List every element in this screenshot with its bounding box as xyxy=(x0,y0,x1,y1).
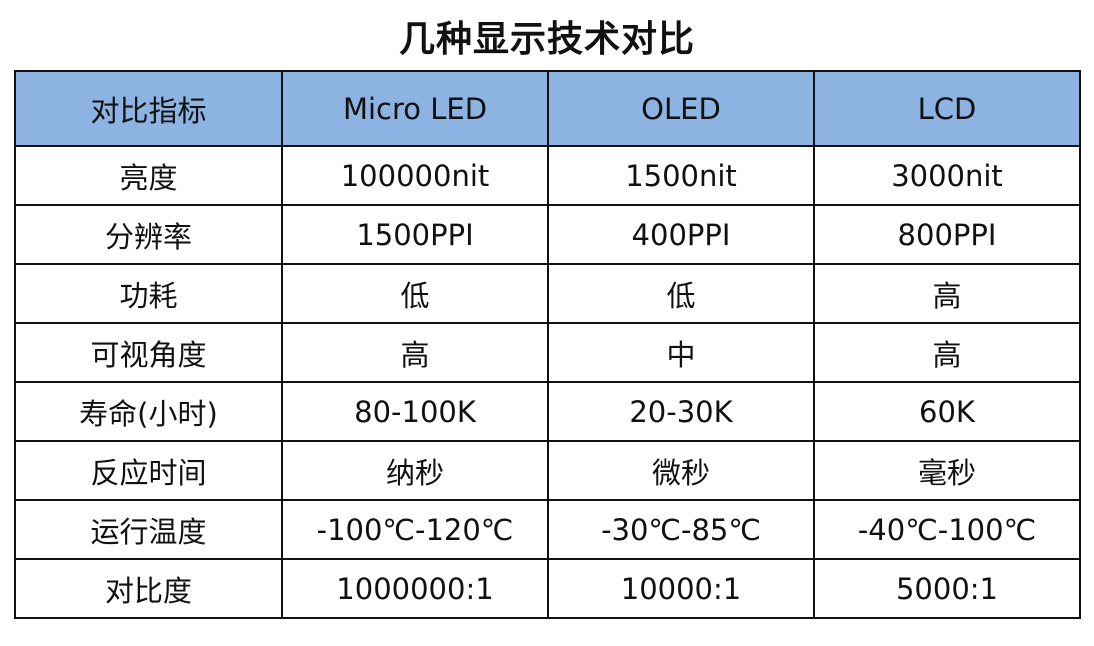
cell-micro-led: 100000nit xyxy=(281,145,549,206)
cell-micro-led: 高 xyxy=(281,322,549,383)
table-row: 可视角度 高 中 高 xyxy=(14,322,1081,383)
cell-micro-led: 纳秒 xyxy=(281,440,549,501)
page-title: 几种显示技术对比 xyxy=(398,19,695,60)
table-header-row: 对比指标 Micro LED OLED LCD xyxy=(14,70,1081,147)
row-label: 亮度 xyxy=(14,145,283,206)
table-row: 寿命(小时) 80-100K 20-30K 60K xyxy=(14,381,1081,442)
row-label: 可视角度 xyxy=(14,322,283,383)
cell-oled: 中 xyxy=(547,322,815,383)
row-label: 对比度 xyxy=(14,558,283,619)
cell-oled: 400PPI xyxy=(547,204,815,265)
header-oled: OLED xyxy=(547,70,815,147)
cell-micro-led: 1000000:1 xyxy=(281,558,549,619)
header-micro-led: Micro LED xyxy=(281,70,549,147)
table-row: 分辨率 1500PPI 400PPI 800PPI xyxy=(14,204,1081,265)
cell-micro-led: 低 xyxy=(281,263,549,324)
row-label: 运行温度 xyxy=(14,499,283,560)
cell-lcd: 60K xyxy=(813,381,1081,442)
cell-oled: 低 xyxy=(547,263,815,324)
cell-micro-led: -100℃-120℃ xyxy=(281,499,549,560)
cell-oled: 10000:1 xyxy=(547,558,815,619)
cell-lcd: -40℃-100℃ xyxy=(813,499,1081,560)
cell-lcd: 3000nit xyxy=(813,145,1081,206)
row-label: 反应时间 xyxy=(14,440,283,501)
table-row: 亮度 100000nit 1500nit 3000nit xyxy=(14,145,1081,206)
cell-micro-led: 80-100K xyxy=(281,381,549,442)
row-label: 分辨率 xyxy=(14,204,283,265)
table-row: 对比度 1000000:1 10000:1 5000:1 xyxy=(14,558,1081,619)
cell-oled: -30℃-85℃ xyxy=(547,499,815,560)
cell-lcd: 高 xyxy=(813,263,1081,324)
cell-lcd: 5000:1 xyxy=(813,558,1081,619)
cell-micro-led: 1500PPI xyxy=(281,204,549,265)
table-row: 反应时间 纳秒 微秒 毫秒 xyxy=(14,440,1081,501)
cell-lcd: 800PPI xyxy=(813,204,1081,265)
cell-lcd: 高 xyxy=(813,322,1081,383)
cell-oled: 1500nit xyxy=(547,145,815,206)
header-lcd: LCD xyxy=(813,70,1081,147)
row-label: 功耗 xyxy=(14,263,283,324)
comparison-table: 对比指标 Micro LED OLED LCD 亮度 100000nit 150… xyxy=(14,70,1081,619)
header-metric: 对比指标 xyxy=(14,70,283,147)
table-row: 功耗 低 低 高 xyxy=(14,263,1081,324)
row-label: 寿命(小时) xyxy=(14,381,283,442)
cell-oled: 微秒 xyxy=(547,440,815,501)
cell-lcd: 毫秒 xyxy=(813,440,1081,501)
cell-oled: 20-30K xyxy=(547,381,815,442)
table-row: 运行温度 -100℃-120℃ -30℃-85℃ -40℃-100℃ xyxy=(14,499,1081,560)
